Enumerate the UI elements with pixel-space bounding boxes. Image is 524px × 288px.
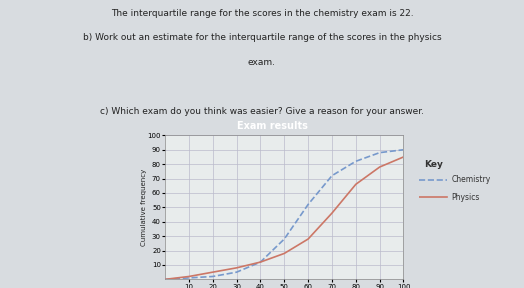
Text: Chemistry: Chemistry: [451, 175, 490, 185]
Text: Cumulative frequency: Cumulative frequency: [141, 169, 147, 246]
Text: b) Work out an estimate for the interquartile range of the scores in the physics: b) Work out an estimate for the interqua…: [83, 33, 441, 42]
Text: Physics: Physics: [451, 193, 479, 202]
Text: c) Which exam do you think was easier? Give a reason for your answer.: c) Which exam do you think was easier? G…: [100, 107, 424, 115]
Text: Key: Key: [424, 160, 443, 169]
Text: exam.: exam.: [248, 58, 276, 67]
Text: The interquartile range for the scores in the chemistry exam is 22.: The interquartile range for the scores i…: [111, 9, 413, 18]
Text: Exam results: Exam results: [237, 121, 308, 131]
